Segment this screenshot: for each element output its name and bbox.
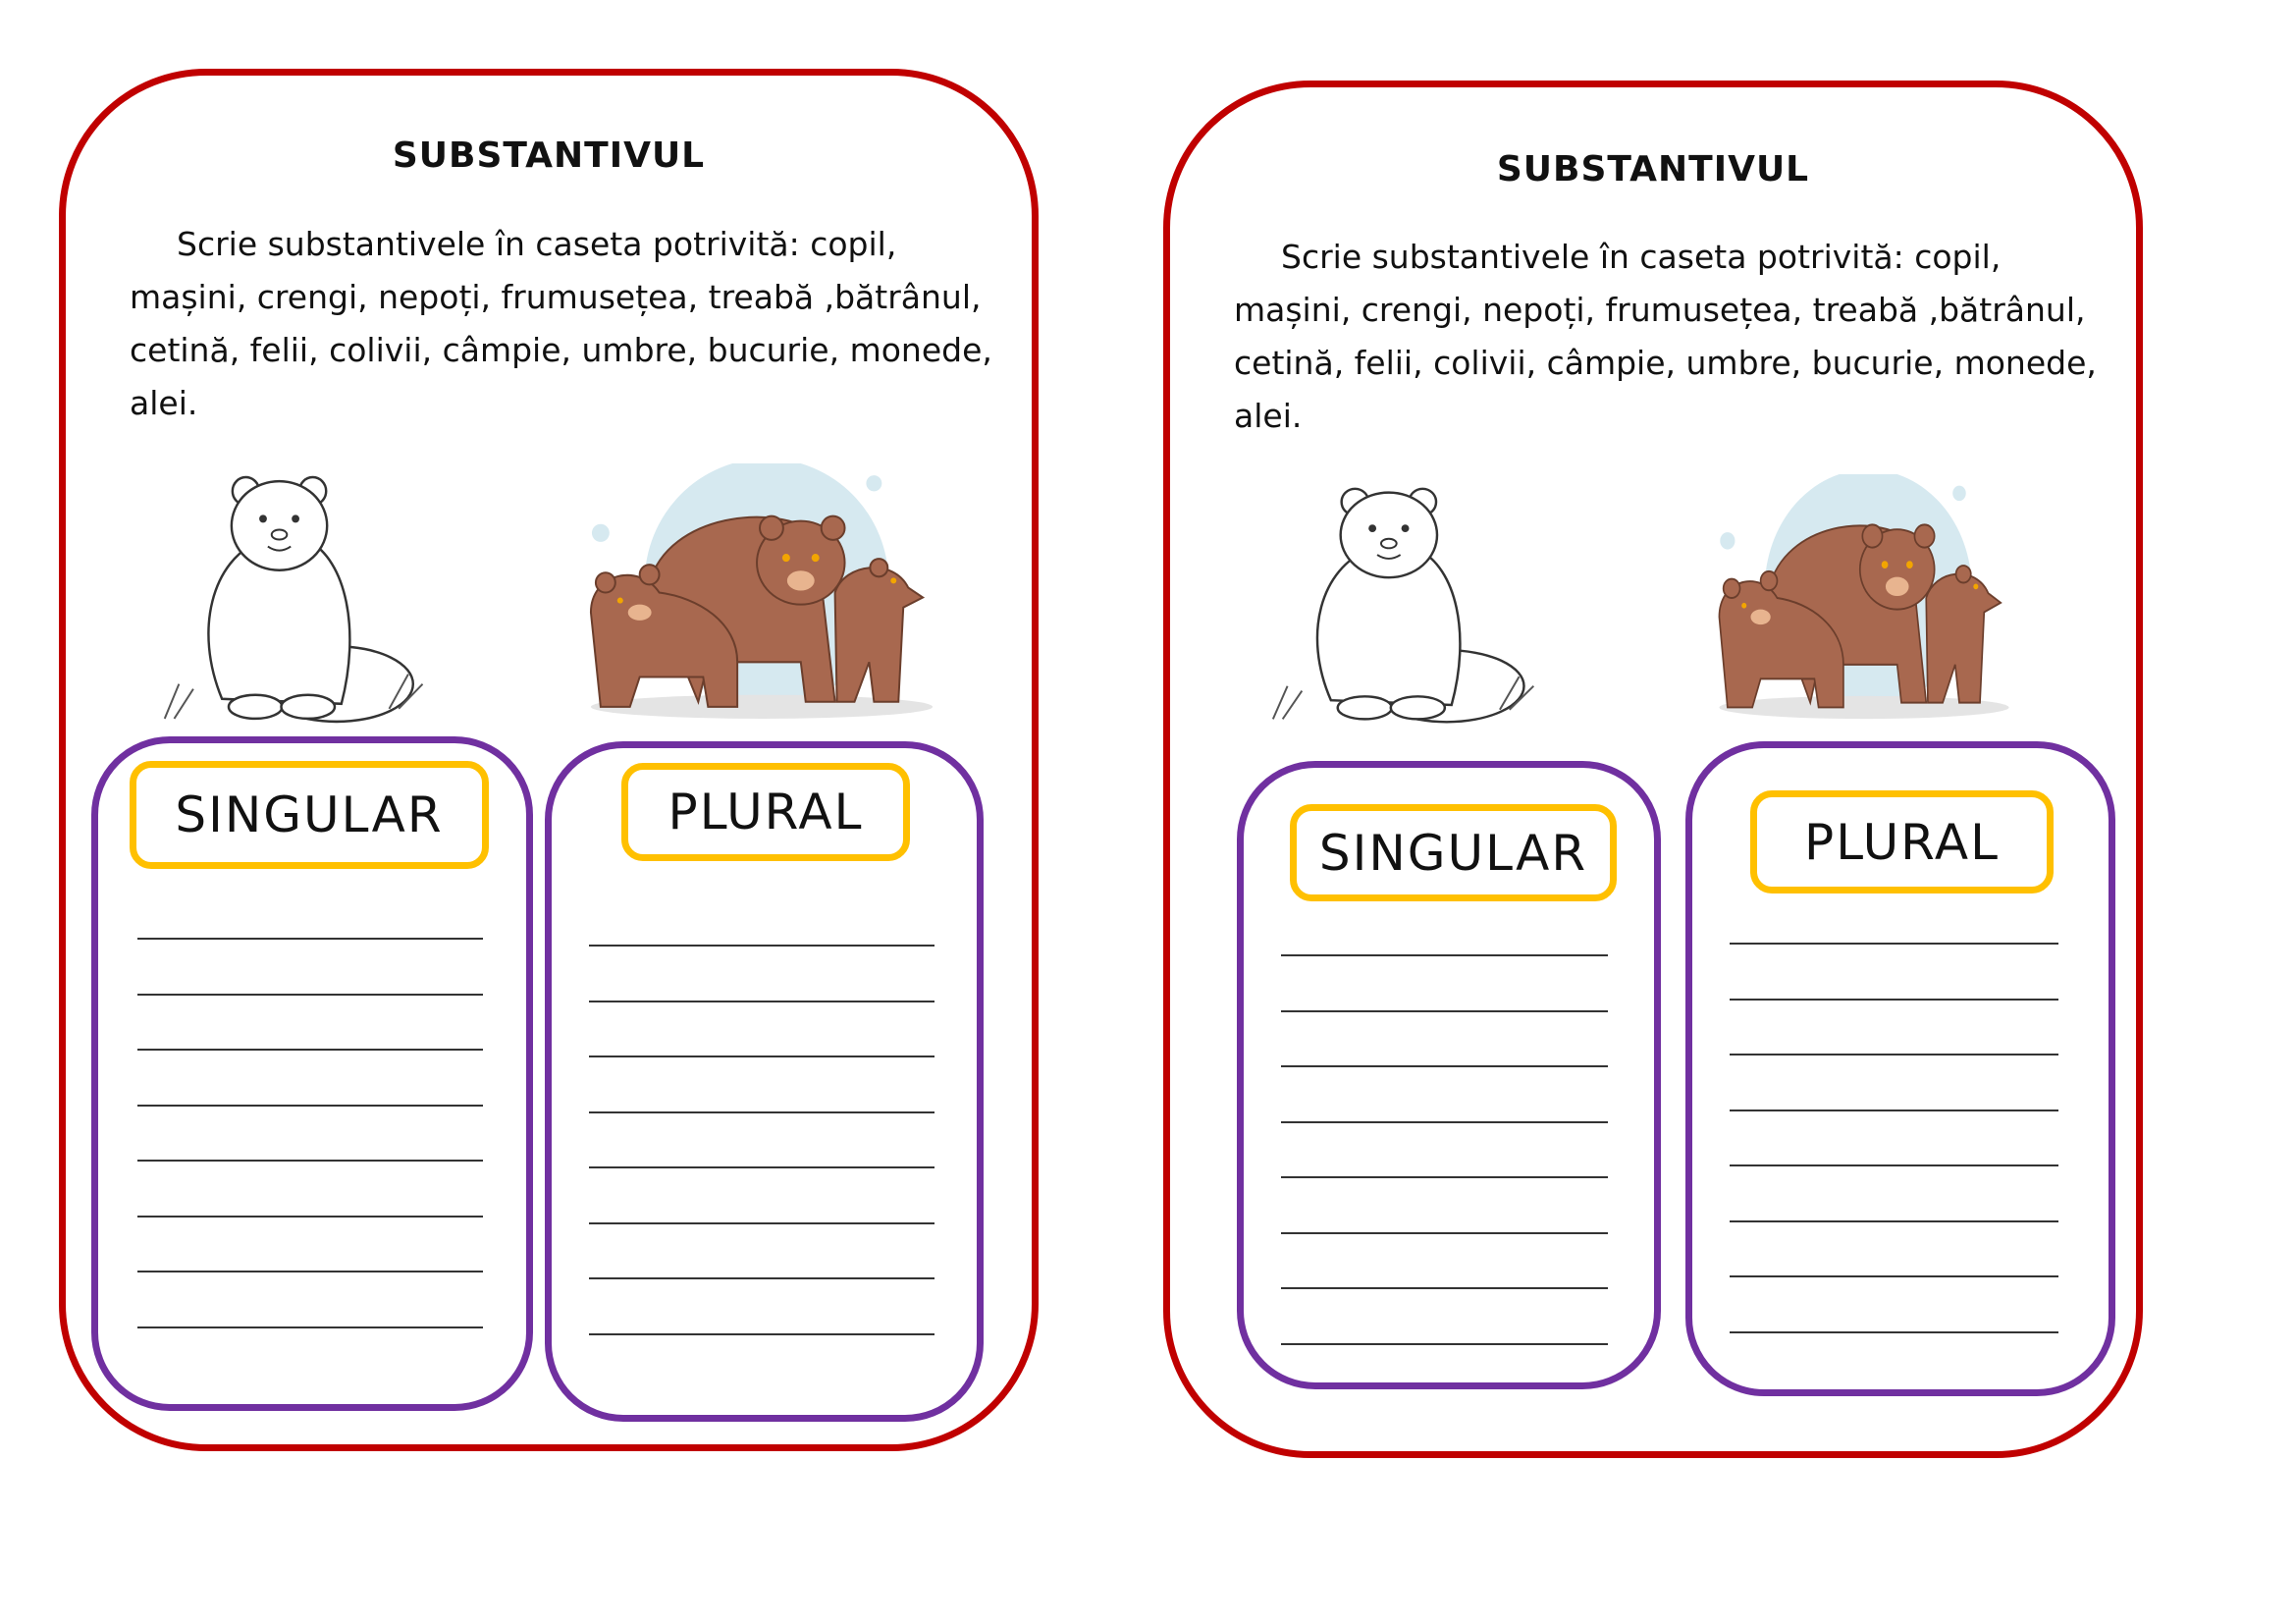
- answer-line[interactable]: [589, 1056, 934, 1057]
- plural-label: PLURAL: [1750, 790, 2054, 893]
- instruction-text: Scrie substantivele în caseta potrivită:…: [130, 218, 992, 430]
- answer-line[interactable]: [137, 938, 483, 940]
- instruction-line: mașini, crengi, nepoți, frumusețea, trea…: [130, 278, 982, 316]
- answer-line[interactable]: [589, 1166, 934, 1168]
- answer-line[interactable]: [1281, 1287, 1608, 1289]
- answer-line[interactable]: [1730, 1164, 2058, 1166]
- answer-line[interactable]: [1281, 1176, 1608, 1178]
- answer-line[interactable]: [1730, 1109, 2058, 1111]
- polar-bear-image: [155, 471, 442, 729]
- answer-line[interactable]: [1281, 1342, 1608, 1345]
- instruction-line: alei.: [130, 384, 198, 422]
- instruction-text: Scrie substantivele în caseta potrivită:…: [1234, 231, 2097, 443]
- answer-line[interactable]: [589, 945, 934, 947]
- answer-line[interactable]: [589, 1000, 934, 1002]
- worksheet-title: SUBSTANTIVUL: [392, 135, 706, 176]
- answer-line[interactable]: [589, 1332, 934, 1335]
- answer-line[interactable]: [1730, 1054, 2058, 1056]
- instruction-line: Scrie substantivele în caseta potrivită:…: [1281, 238, 2002, 276]
- worksheet-card-left: [59, 69, 1039, 1451]
- answer-line[interactable]: [137, 1271, 483, 1272]
- answer-line[interactable]: [589, 1277, 934, 1279]
- answer-line[interactable]: [137, 1160, 483, 1162]
- instruction-line: cetină, felii, colivii, câmpie, umbre, b…: [130, 331, 992, 369]
- brown-bears-image: [581, 458, 942, 722]
- answer-line[interactable]: [1730, 943, 2058, 945]
- answer-line[interactable]: [1281, 1065, 1608, 1067]
- answer-line[interactable]: [137, 1215, 483, 1218]
- answer-line[interactable]: [589, 1221, 934, 1224]
- answer-line[interactable]: [137, 1049, 483, 1051]
- answer-line[interactable]: [1730, 998, 2058, 1001]
- instruction-line: Scrie substantivele în caseta potrivită:…: [177, 225, 897, 263]
- answer-line[interactable]: [1730, 1275, 2058, 1277]
- singular-label: SINGULAR: [130, 761, 489, 869]
- singular-label: SINGULAR: [1290, 804, 1617, 901]
- answer-line[interactable]: [137, 1104, 483, 1107]
- polar-bear-image: [1263, 483, 1553, 729]
- instruction-line: cetină, felii, colivii, câmpie, umbre, b…: [1234, 344, 2097, 382]
- instruction-line: alei.: [1234, 397, 1303, 435]
- answer-line[interactable]: [1281, 954, 1608, 956]
- answer-line[interactable]: [589, 1110, 934, 1113]
- answer-line[interactable]: [1730, 1330, 2058, 1333]
- brown-bears-image: [1711, 469, 2017, 722]
- worksheet-title: SUBSTANTIVUL: [1496, 149, 1810, 189]
- plural-box: [545, 741, 984, 1422]
- plural-label: PLURAL: [621, 763, 910, 861]
- answer-line[interactable]: [1730, 1219, 2058, 1222]
- worksheet-card-right: [1163, 81, 2143, 1458]
- answer-line[interactable]: [1281, 1009, 1608, 1012]
- answer-line[interactable]: [137, 1326, 483, 1328]
- answer-line[interactable]: [137, 993, 483, 996]
- answer-line[interactable]: [1281, 1120, 1608, 1123]
- answer-line[interactable]: [1281, 1231, 1608, 1234]
- instruction-line: mașini, crengi, nepoți, frumusețea, trea…: [1234, 291, 2086, 329]
